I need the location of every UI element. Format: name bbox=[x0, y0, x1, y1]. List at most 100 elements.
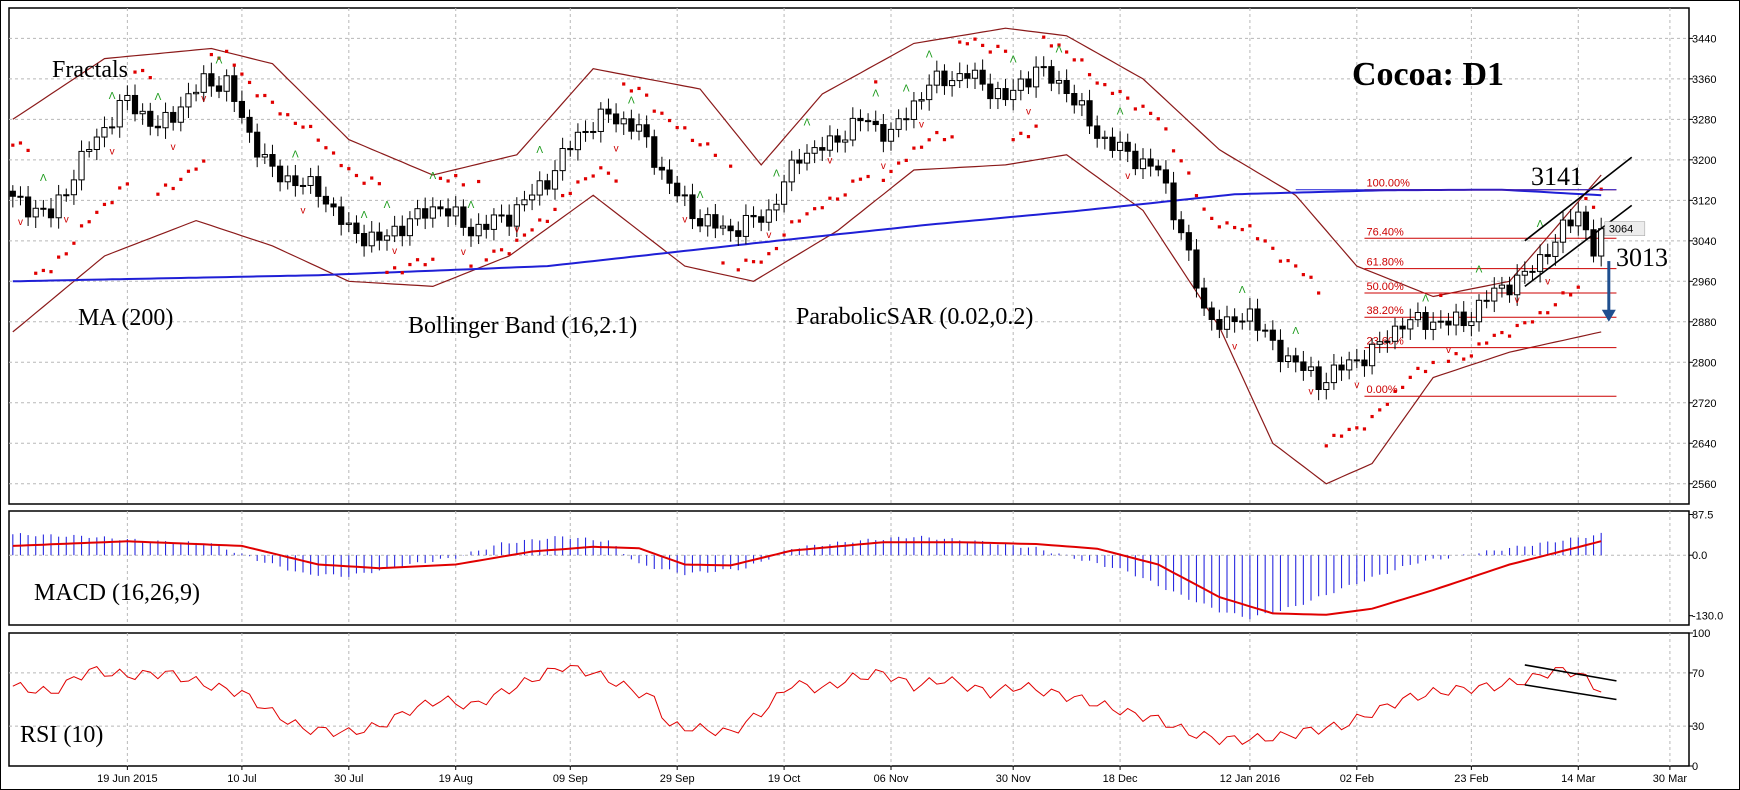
fractal-down-marker: v bbox=[201, 94, 206, 105]
fib-level-label: 38.20% bbox=[1366, 305, 1404, 317]
sar-dot bbox=[141, 68, 145, 73]
sar-dot bbox=[538, 218, 542, 222]
sar-dot bbox=[1469, 354, 1473, 358]
fib-level-label: 100.00% bbox=[1366, 178, 1410, 190]
candle-body bbox=[1300, 361, 1307, 371]
sar-dot bbox=[675, 125, 679, 130]
sar-dot bbox=[1317, 291, 1321, 295]
candle-body bbox=[101, 127, 108, 138]
candle-body bbox=[63, 194, 70, 197]
candle-body bbox=[1231, 316, 1238, 323]
fractal-down-marker: v bbox=[1309, 387, 1314, 398]
candle-body bbox=[1017, 78, 1024, 91]
candle-body bbox=[1101, 136, 1108, 139]
candle-body bbox=[1063, 79, 1070, 95]
candle-body bbox=[811, 147, 818, 154]
sar-dot bbox=[1217, 225, 1221, 229]
candle-body bbox=[192, 91, 200, 95]
candle-body bbox=[1292, 355, 1299, 363]
candle-body bbox=[735, 230, 742, 237]
sar-dot bbox=[942, 137, 947, 142]
sar-dot bbox=[629, 89, 633, 93]
candle-body bbox=[1384, 340, 1391, 343]
candle-body bbox=[86, 149, 93, 152]
candle-body bbox=[536, 180, 543, 196]
sar-dot bbox=[1454, 352, 1458, 356]
sar-dot bbox=[1500, 330, 1504, 335]
sar-dot bbox=[377, 182, 381, 186]
fractal-down-marker: v bbox=[1354, 380, 1359, 391]
price-pane bbox=[8, 7, 1690, 505]
fractal-down-marker: v bbox=[514, 225, 519, 236]
candle-body bbox=[200, 73, 207, 93]
sar-dot bbox=[133, 70, 137, 74]
sar-dot bbox=[309, 124, 313, 129]
candle-body bbox=[238, 100, 246, 118]
candle-body bbox=[742, 214, 750, 237]
sar-dot bbox=[698, 143, 702, 147]
candle-body bbox=[208, 73, 215, 87]
sar-dot bbox=[1019, 131, 1023, 135]
price-tick-label: 3040 bbox=[1692, 236, 1716, 248]
sar-dot bbox=[102, 202, 107, 207]
x-tick-label: 19 Oct bbox=[768, 773, 800, 785]
sar-dot bbox=[1233, 225, 1237, 230]
candle-body bbox=[926, 84, 933, 101]
sar-dot bbox=[751, 260, 756, 264]
sar-dot bbox=[408, 262, 412, 267]
sar-dot bbox=[1423, 369, 1428, 374]
sar-dot bbox=[1095, 81, 1099, 85]
sar-dot bbox=[1561, 291, 1565, 295]
sar-dot bbox=[744, 258, 748, 262]
fractal-up-marker: Λ bbox=[1422, 294, 1429, 305]
candle-body bbox=[1048, 66, 1055, 84]
sar-dot bbox=[790, 220, 794, 224]
macd-tick-label: 87.5 bbox=[1692, 509, 1713, 521]
sar-dot bbox=[469, 264, 473, 268]
candle-body bbox=[987, 83, 994, 100]
candle-body bbox=[780, 181, 788, 205]
sar-dot bbox=[897, 161, 901, 165]
candle-body bbox=[360, 233, 368, 247]
candle-body bbox=[147, 110, 154, 127]
candle-body bbox=[1445, 320, 1452, 326]
fractal-down-marker: v bbox=[827, 156, 832, 167]
x-tick-label: 09 Sep bbox=[553, 773, 588, 785]
candle-body bbox=[1506, 284, 1513, 296]
candle-body bbox=[353, 222, 360, 235]
candle-body bbox=[1598, 228, 1605, 257]
sar-dot bbox=[721, 261, 725, 265]
fractal-down-marker: v bbox=[171, 142, 176, 153]
candle-body bbox=[299, 184, 307, 187]
candle-body bbox=[567, 148, 574, 151]
last-price-value: 3064 bbox=[1609, 224, 1633, 236]
sar-dot bbox=[1240, 227, 1244, 232]
fractal-up-marker: Λ bbox=[1056, 45, 1063, 56]
sar-dot bbox=[606, 171, 611, 175]
sar-dot bbox=[278, 112, 282, 116]
candle-body bbox=[1422, 312, 1429, 330]
candle-body bbox=[292, 175, 299, 187]
sar-dot bbox=[1194, 194, 1199, 198]
price-tick-label: 2720 bbox=[1692, 398, 1716, 410]
candle-body bbox=[506, 214, 513, 227]
candle-body bbox=[414, 208, 421, 220]
sar-dot bbox=[637, 86, 641, 91]
fractal-down-marker: v bbox=[64, 215, 69, 226]
candle-body bbox=[17, 195, 24, 198]
sar-dot bbox=[1248, 224, 1252, 228]
candle-body bbox=[1414, 312, 1422, 321]
candle-body bbox=[1590, 229, 1597, 257]
candle-body bbox=[872, 120, 879, 126]
bollinger-lower-line bbox=[12, 154, 1602, 485]
sar-dot bbox=[393, 266, 397, 270]
candle-body bbox=[727, 225, 734, 232]
candle-body bbox=[32, 207, 39, 218]
sar-dot bbox=[1523, 321, 1527, 325]
candle-body bbox=[1055, 79, 1063, 84]
fractals-label: Fractals bbox=[52, 57, 128, 83]
price-tick-label: 2560 bbox=[1692, 479, 1716, 491]
candle-body bbox=[1239, 320, 1246, 323]
sar-dot bbox=[1263, 239, 1267, 243]
candle-body bbox=[1536, 254, 1544, 272]
